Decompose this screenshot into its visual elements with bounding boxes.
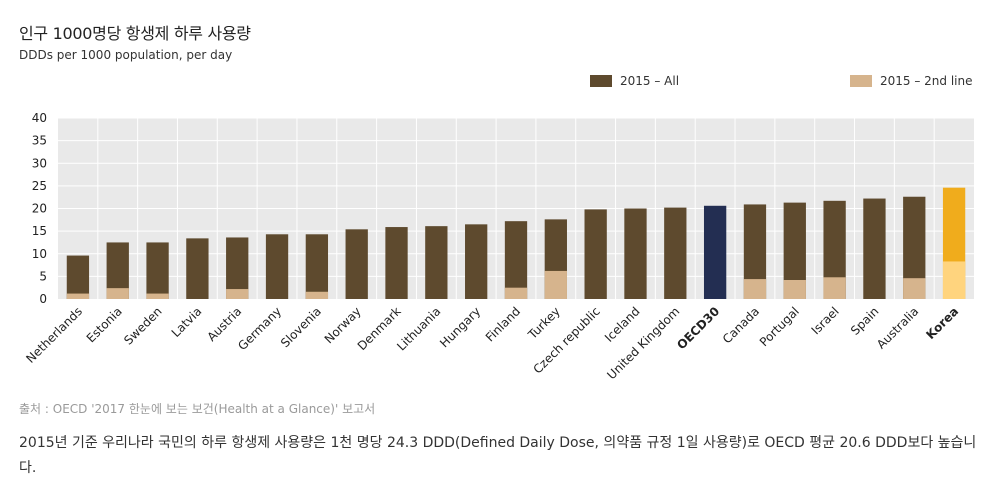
bar-second-line — [743, 279, 767, 299]
bar-all — [743, 204, 767, 299]
x-category-label: Latvia — [169, 304, 205, 340]
bar-all — [345, 229, 368, 299]
bar-all — [703, 205, 727, 299]
bar-all — [305, 234, 329, 299]
x-category-label: OECD30 — [674, 304, 722, 352]
bar-second-line — [66, 293, 90, 299]
x-category-label: Netherlands — [23, 304, 85, 366]
chart-subtitle: DDDs per 1000 population, per day — [19, 48, 233, 62]
x-category-label: Germany — [235, 304, 284, 353]
x-category-label: Estonia — [84, 304, 125, 345]
x-category-label: United Kingdom — [604, 304, 682, 382]
bar-all — [106, 242, 129, 299]
bar-second-line — [942, 261, 966, 299]
x-category-label: Israel — [809, 304, 842, 337]
bar-second-line — [226, 289, 249, 299]
legend-swatch-second — [850, 75, 872, 87]
bar-all — [465, 224, 488, 299]
bar-all — [863, 198, 886, 299]
x-category-label: Australia — [874, 304, 921, 351]
x-category-label: Austria — [204, 304, 244, 344]
legend-label-second: 2015 – 2nd line — [880, 74, 973, 88]
x-category-label: Finland — [483, 304, 523, 344]
bar-second-line — [823, 277, 846, 299]
x-category-label: Korea — [923, 304, 961, 342]
y-tick-label: 35 — [32, 134, 47, 148]
legend-label-all: 2015 – All — [620, 74, 680, 88]
bar-all — [903, 196, 926, 299]
y-tick-label: 10 — [32, 247, 47, 261]
y-tick-label: 15 — [32, 224, 47, 238]
source-note: 출처 : OECD '2017 한눈에 보는 보건(Health at a Gl… — [19, 402, 376, 416]
y-tick-label: 0 — [39, 292, 47, 306]
legend-item-second: 2015 – 2nd line — [850, 74, 973, 88]
x-category-label: Slovenia — [278, 304, 324, 350]
bar-chart: 0 5 10 15 20 25 30 35 40 NetherlandsEstoniaSweden… — [23, 111, 974, 382]
x-category-label: Sweden — [121, 304, 164, 347]
x-category-label: Canada — [720, 304, 762, 346]
bar-second-line — [106, 288, 129, 299]
bar-all — [385, 227, 408, 299]
bar-all — [664, 207, 687, 299]
bar-all — [624, 208, 647, 299]
x-category-label: Spain — [848, 304, 882, 338]
bar-second-line — [146, 293, 169, 299]
chart-title: 인구 1000명당 항생제 하루 사용량 — [19, 24, 251, 43]
y-tick-label: 25 — [32, 179, 47, 193]
y-tick-label: 20 — [32, 202, 47, 216]
bar-all — [265, 234, 289, 299]
bar-second-line — [783, 279, 806, 299]
legend-swatch-all — [590, 75, 612, 87]
bar-all — [66, 255, 90, 299]
y-tick-label: 40 — [32, 111, 47, 125]
bar-all — [584, 209, 607, 299]
bar-all — [146, 242, 169, 299]
description-text: 2015년 기준 우리나라 국민의 하루 항생제 사용량은 1천 명당 24.3… — [19, 435, 977, 476]
legend-item-all: 2015 – All — [590, 74, 679, 88]
x-category-label: Turkey — [525, 304, 563, 342]
bar-all — [186, 238, 209, 299]
bar-all — [823, 200, 846, 299]
bar-second-line — [504, 287, 528, 299]
bar-all — [504, 221, 528, 299]
bar-all — [226, 237, 249, 299]
y-tick-label: 30 — [32, 156, 47, 170]
x-category-label: Portugal — [757, 304, 802, 349]
bar-all — [425, 226, 448, 299]
bar-second-line — [903, 278, 926, 299]
bar-all — [783, 202, 806, 299]
x-category-label: Hungary — [437, 304, 483, 350]
y-tick-label: 5 — [39, 269, 47, 283]
x-category-label: Iceland — [602, 304, 643, 345]
x-category-label: Lithuania — [394, 304, 443, 353]
bar-second-line — [305, 291, 329, 299]
bar-second-line — [544, 270, 567, 299]
